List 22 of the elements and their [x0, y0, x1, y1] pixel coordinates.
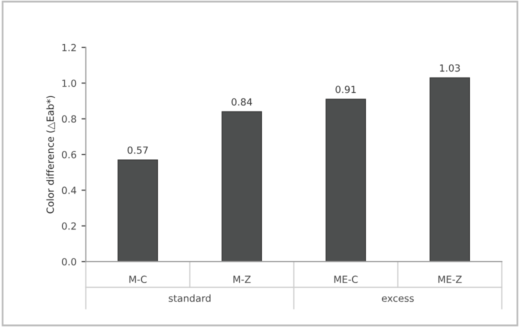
x-tick-label: M-Z — [233, 276, 251, 283]
data-label: 0.57 — [128, 146, 148, 154]
y-tick-label: 0.0 — [62, 258, 76, 266]
text: excess — [382, 296, 414, 302]
y-tick-label: 0.8 — [62, 115, 76, 123]
data-label: 0.91 — [336, 86, 356, 94]
y-tick-label: 1.0 — [62, 80, 76, 87]
text: standard — [168, 294, 210, 302]
y-tick-label: 1.2 — [62, 44, 76, 52]
x-tick-label: M-C — [129, 276, 147, 284]
bar — [326, 98, 366, 262]
bar — [118, 159, 158, 262]
y-tick-label: 0.4 — [62, 186, 76, 194]
y-axis-title: Color difference (△Eab*) — [46, 96, 56, 214]
bar — [222, 111, 262, 262]
y-tick-label: 0.6 — [62, 150, 76, 158]
bar — [430, 77, 470, 262]
x-tick-label: ME-Z — [438, 276, 462, 283]
data-label: 1.03 — [440, 64, 460, 72]
x-tick-label: ME-C — [334, 276, 358, 284]
data-label: 0.84 — [232, 98, 252, 106]
y-tick-label: 0.2 — [62, 222, 76, 230]
